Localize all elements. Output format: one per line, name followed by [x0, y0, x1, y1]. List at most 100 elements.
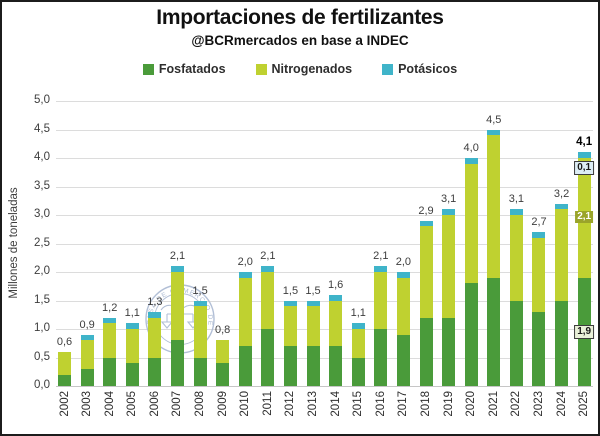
bar-segment-fosfatados-2016 — [374, 329, 388, 386]
bar-segment-fosfatados-2006 — [148, 357, 162, 386]
bar-segment-fosfatados-2017 — [396, 334, 410, 386]
bar-segment-fosfatados-2022 — [509, 300, 523, 386]
bar-segment-nitrogenados-2022 — [509, 215, 523, 301]
bar-column-2021: 4,5 2021 — [486, 101, 501, 417]
plot-area: BOLSA DE COMERCIO DE ROSARIO 0,620020,92… — [56, 101, 595, 417]
bar-total-label-2012: 1,5 — [282, 284, 299, 297]
bar-column-2003: 0,9 2003 — [79, 101, 95, 417]
y-tick-label-0,5: 0,5 — [34, 350, 50, 363]
bar-segment-potásicos-2013 — [306, 300, 320, 307]
bar-total-label-2024: 3,2 — [553, 187, 570, 200]
gridline — [56, 101, 593, 102]
x-tick-label-2024: 2024 — [555, 391, 568, 417]
bar-total-label-2003: 0,9 — [79, 318, 95, 331]
bar-total-label-2018: 2,9 — [418, 204, 434, 217]
bar-total-label-2010: 2,0 — [237, 256, 253, 268]
x-tick-label-2006: 2006 — [148, 391, 161, 417]
gridline — [56, 158, 593, 159]
x-tick-label-2016: 2016 — [374, 391, 387, 417]
bar-segment-nitrogenados-2013 — [306, 306, 320, 347]
bar-segment-fosfatados-2009 — [216, 363, 230, 386]
bar-total-label-2020: 4,0 — [463, 142, 479, 154]
bar-stack — [261, 266, 275, 386]
bar-stack — [329, 294, 343, 386]
bar-segment-potásicos-2012 — [283, 300, 297, 307]
bar-column-2008: 1,5 2008 — [192, 101, 208, 417]
y-tick-label-3,5: 3,5 — [34, 179, 50, 192]
bar-segment-nitrogenados-2004 — [103, 323, 117, 358]
x-tick-label-2022: 2022 — [510, 391, 523, 417]
legend-label: Potásicos — [398, 62, 458, 76]
bar-stack — [509, 209, 523, 386]
legend-label: Nitrogenados — [271, 62, 353, 76]
bar-column-2011: 2,1 2011 — [260, 101, 275, 415]
x-tick-label-2004: 2004 — [103, 391, 116, 417]
bar-segment-fosfatados-2020 — [464, 283, 478, 386]
bar-stack — [283, 300, 297, 386]
bar-column-2013: 1,5 2013 — [305, 101, 321, 417]
bar-segment-fosfatados-2008 — [193, 357, 207, 386]
bar-total-label-2019: 3,1 — [440, 193, 457, 206]
bar-segment-potásicos-2006 — [148, 311, 162, 318]
bar-column-2009: 0,8 2009 — [215, 101, 230, 416]
bar-segment-potásicos-2003 — [80, 334, 94, 341]
bar-segment-nitrogenados-2015 — [351, 329, 365, 358]
x-tick-label-2020: 2020 — [465, 391, 478, 417]
x-tick-label-2002: 2002 — [58, 391, 71, 417]
bar-segment-fosfatados-2013 — [306, 346, 320, 386]
bar-segment-fosfatados-2024 — [555, 300, 569, 386]
bar-segment-potásicos-2016 — [374, 266, 388, 272]
bar-column-2018: 2,9 2018 — [418, 101, 434, 417]
bar-column-2015: 1,1 2015 — [350, 101, 366, 416]
bar-column-2006: 1,3 2006 — [147, 101, 163, 417]
bar-stack — [532, 232, 546, 386]
y-tick-label-3,0: 3,0 — [34, 208, 50, 220]
bar-segment-fosfatados-2012 — [283, 346, 297, 386]
bar-stack — [103, 317, 117, 386]
y-tick-label-0,0: 0,0 — [34, 379, 50, 391]
bar-segment-potásicos-2017 — [396, 272, 410, 278]
bar-segment-fosfatados-2023 — [532, 311, 546, 386]
y-tick-label-1,0: 1,0 — [34, 322, 50, 334]
bar-segment-potásicos-2010 — [238, 272, 252, 278]
bar-stack — [351, 323, 365, 386]
bar-column-2020: 4,0 2020 — [463, 101, 479, 417]
bar-segment-fosfatados-2010 — [238, 346, 252, 386]
x-tick-label-2018: 2018 — [420, 391, 432, 417]
bar-stack — [238, 272, 252, 386]
x-tick-label-2019: 2019 — [442, 391, 455, 417]
bar-column-2014: 1,6 2014 — [328, 101, 343, 417]
bar-segment-nitrogenados-2014 — [329, 300, 343, 347]
bar-segment-potásicos-2005 — [125, 323, 139, 330]
x-tick-label-2008: 2008 — [194, 391, 207, 417]
bar-segment-fosfatados-2011 — [261, 329, 275, 386]
bar-segment-nitrogenados-2018 — [419, 226, 433, 318]
x-tick-label-2012: 2012 — [284, 391, 297, 417]
bar-segment-potásicos-2014 — [329, 294, 343, 301]
gridline — [56, 329, 593, 330]
bar-total-label-2008: 1,5 — [192, 284, 208, 297]
bar-segment-nitrogenados-2008 — [193, 306, 207, 358]
bar-segment-fosfatados-2021 — [487, 277, 501, 386]
bar-stack — [306, 300, 320, 386]
bar-segment-fosfatados-2018 — [419, 317, 433, 386]
bar-total-label-2013: 1,5 — [305, 284, 321, 297]
bar-total-label-2017: 2,0 — [395, 256, 412, 268]
x-tick-label-2013: 2013 — [307, 391, 320, 417]
bar-segment-potásicos-2025 — [577, 152, 591, 159]
bar-total-label-2006: 1,3 — [147, 295, 163, 308]
bar-stack — [419, 220, 433, 386]
y-tick-label-2,5: 2,5 — [34, 236, 50, 249]
bar-stack — [58, 351, 71, 386]
gridline — [56, 129, 593, 131]
bar-segment-nitrogenados-2016 — [374, 272, 388, 329]
gridline — [56, 300, 593, 302]
x-tick-label-2009: 2009 — [216, 391, 229, 417]
bar-stack — [577, 152, 591, 386]
bar-segment-potásicos-2007 — [170, 266, 184, 273]
legend-label: Fosfatados — [158, 62, 226, 76]
bar-segment-potásicos-2024 — [555, 203, 569, 210]
bar-total-label-2015: 1,1 — [350, 307, 366, 320]
bar-column-2007: 2,1 2007 — [170, 101, 185, 416]
x-tick-label-2017: 2017 — [397, 391, 410, 417]
